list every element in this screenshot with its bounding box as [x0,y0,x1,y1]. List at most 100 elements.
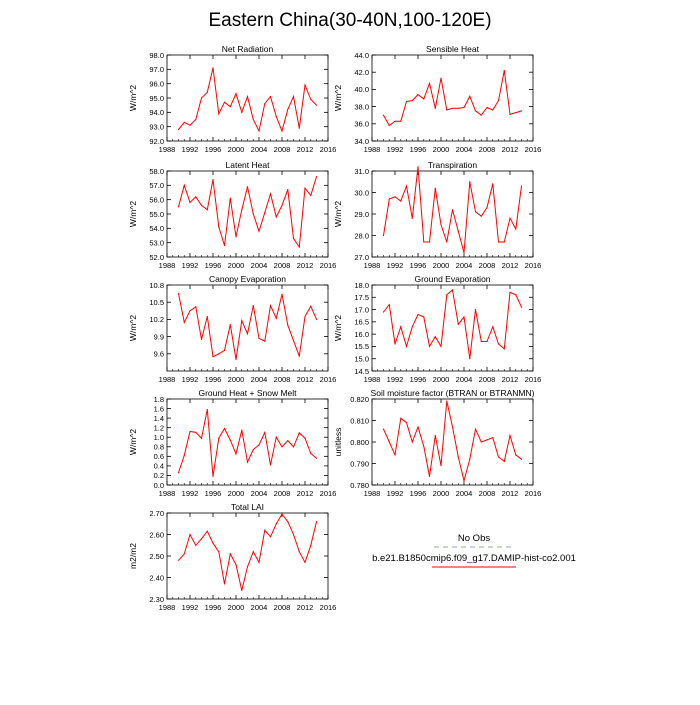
data-point [463,252,465,254]
data-point [469,181,471,183]
data-point [281,293,283,295]
data-point [304,437,306,439]
data-point [287,521,289,523]
data-point [440,345,442,348]
x-tick-label: 2008 [274,145,291,154]
data-point [223,349,226,351]
y-tick-label: 44.0 [354,51,369,60]
data-point [292,340,295,342]
y-tick-label: 1.0 [154,433,164,442]
y-tick-label: 10.8 [149,281,164,290]
data-point [218,437,220,439]
data-point [497,241,500,243]
data-point [423,445,425,447]
y-axis-label: W/m^2 [333,315,343,341]
data-point [428,475,431,477]
x-tick-label: 2000 [228,603,245,612]
y-tick-label: 0.820 [350,395,369,404]
data-point [417,93,419,96]
data-point [177,559,180,561]
x-tick-label: 1992 [387,145,404,154]
data-point [287,439,289,442]
x-tick-label: 1988 [159,489,176,498]
data-point [423,241,425,243]
data-point [235,453,237,455]
y-tick-label: 0.6 [154,452,164,461]
x-tick-label: 2004 [251,375,268,384]
x-tick-label: 2008 [274,489,291,498]
data-point [229,439,231,441]
panel-title: Net Radiation [222,44,274,54]
data-point [457,107,459,109]
data-point [469,95,471,97]
data-point [298,551,300,553]
panel-latent-heat: Latent Heat W/m^2 1988 1992 1996 2000 2004 2008… [128,160,336,270]
data-point [304,561,306,564]
series-line [383,288,522,359]
y-tick-label: 31.0 [354,167,369,176]
data-point [480,215,482,217]
data-point [457,230,459,232]
x-tick-label: 2004 [456,375,473,384]
data-point [440,77,442,79]
data-point [315,104,318,106]
y-axis-label: W/m^2 [333,85,343,111]
y-tick-label: 2.70 [149,509,164,518]
x-tick-label: 2012 [502,145,519,154]
data-point [315,318,318,320]
data-point [411,441,413,443]
data-point [223,583,226,585]
data-point [434,107,436,109]
x-tick-label: 2016 [525,375,542,384]
data-point [206,530,208,532]
data-point [229,197,231,199]
y-tick-label: 94.0 [149,108,164,117]
x-tick-label: 2000 [228,489,245,498]
x-tick-label: 1996 [410,489,427,498]
data-point [520,185,523,187]
y-tick-label: 18.0 [354,281,369,290]
data-point [275,317,277,319]
x-tick-label: 1996 [205,603,222,612]
data-point [229,553,231,555]
data-point [298,246,300,248]
data-point [492,109,494,111]
y-tick-label: 52.0 [149,253,164,262]
x-tick-label: 2016 [525,261,542,270]
data-point [480,114,482,116]
plot-frame [371,54,534,142]
data-point [206,408,208,411]
data-point [241,319,243,322]
data-point [405,185,408,187]
x-tick-label: 2000 [433,489,450,498]
data-point [275,216,277,218]
data-point [503,460,505,462]
y-tick-label: 38.0 [354,102,369,111]
data-point [463,480,465,482]
y-tick-label: 0.2 [154,471,164,480]
data-point [269,536,272,538]
plot-frame [371,170,534,258]
panel-title: Ground Heat + Snow Melt [198,388,297,398]
data-point [394,343,396,345]
data-point [206,315,208,318]
y-tick-label: 16.0 [354,330,369,339]
x-tick-label: 2012 [297,375,314,384]
x-tick-label: 2000 [228,145,245,154]
y-axis-label: W/m^2 [128,315,138,341]
data-point [480,441,482,443]
x-tick-label: 2012 [502,489,519,498]
data-point [315,176,318,178]
data-point [388,441,390,443]
data-point [515,228,517,230]
y-tick-label: 29.0 [354,210,369,219]
panel-title: Total LAI [231,502,264,512]
data-point [292,446,295,448]
y-tick-label: 0.810 [350,416,369,425]
y-tick-label: 9.6 [154,350,164,359]
y-tick-label: 30.0 [354,188,369,197]
data-point [183,184,185,186]
data-point [212,356,214,358]
data-point [252,551,254,553]
data-point [411,217,413,219]
